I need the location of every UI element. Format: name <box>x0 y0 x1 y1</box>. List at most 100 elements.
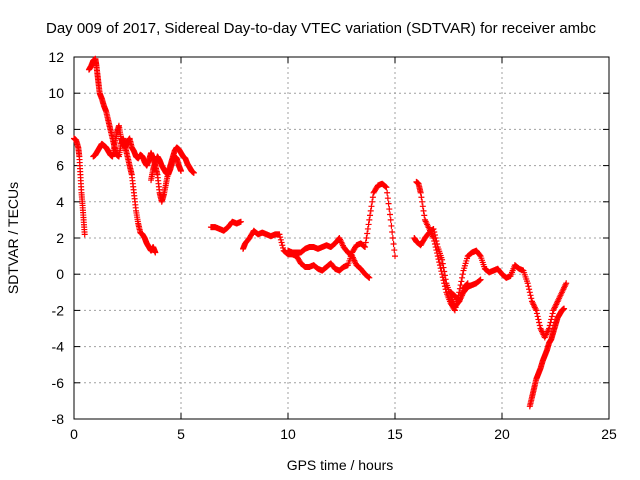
data-point <box>369 194 376 201</box>
data-point <box>442 276 449 283</box>
data-point <box>533 310 540 317</box>
data-point <box>524 280 531 287</box>
x-tick-label: 5 <box>177 426 185 442</box>
data-point <box>418 194 425 201</box>
y-tick-label: 4 <box>56 194 64 210</box>
y-tick-label: 2 <box>56 230 64 246</box>
data-point <box>369 198 376 205</box>
data-point <box>364 225 371 232</box>
x-tick-label: 10 <box>280 426 296 442</box>
data-point <box>382 183 389 190</box>
data-point <box>526 286 533 293</box>
data-point <box>419 203 426 210</box>
data-point <box>363 235 370 241</box>
y-tick-label: -6 <box>52 375 65 391</box>
y-tick-label: 6 <box>56 158 64 174</box>
axis-ticks <box>73 56 610 420</box>
data-point <box>367 212 374 219</box>
data-point <box>430 225 437 232</box>
data-point <box>384 189 391 196</box>
data-point <box>279 242 286 249</box>
data-point <box>367 207 374 214</box>
y-tick-label: -8 <box>52 411 65 427</box>
x-tick-label: 25 <box>601 426 617 442</box>
series-seg2 <box>85 55 159 256</box>
data-point <box>81 231 88 238</box>
data-point <box>383 184 390 191</box>
data-point <box>420 207 427 214</box>
y-tick-label: 12 <box>48 49 64 65</box>
data-point <box>384 195 391 202</box>
data-point <box>389 235 396 241</box>
data-point <box>561 305 568 312</box>
data-point <box>432 235 439 241</box>
y-tick-label: -2 <box>52 302 65 318</box>
data-point <box>457 282 464 289</box>
data-point <box>441 268 448 275</box>
data-point <box>534 313 541 320</box>
data-point <box>277 236 284 243</box>
x-tick-label: 20 <box>494 426 510 442</box>
series-seg5 <box>207 218 244 234</box>
data-point <box>178 168 184 175</box>
data-point <box>536 319 543 326</box>
data-point <box>387 216 394 223</box>
x-axis-label: GPS time / hours <box>287 457 394 473</box>
data-point <box>421 212 428 219</box>
data-points <box>71 55 570 410</box>
data-point <box>439 260 446 267</box>
data-point <box>385 200 392 207</box>
data-point <box>152 249 159 256</box>
data-point <box>440 264 447 271</box>
x-tick-label: 15 <box>387 426 403 442</box>
data-point <box>387 211 394 218</box>
data-point <box>362 239 369 246</box>
y-tick-label: 8 <box>56 121 64 137</box>
tick-labels: 0 5 10 15 20 25 -8 -6 -4 -2 0 2 4 6 8 10 12 <box>48 49 617 442</box>
series-seg1 <box>71 135 88 238</box>
series-seg10 <box>447 276 484 305</box>
data-point <box>458 278 465 285</box>
y-axis-label: SDTVAR / TECUs <box>5 182 21 294</box>
data-point <box>548 313 555 320</box>
data-point <box>431 228 438 235</box>
data-point <box>527 292 534 299</box>
data-point <box>548 316 555 323</box>
data-point <box>434 241 441 248</box>
data-point <box>391 247 398 254</box>
data-point <box>535 316 542 323</box>
data-point <box>365 274 372 281</box>
data-point <box>563 280 570 287</box>
data-point <box>392 253 398 260</box>
data-point <box>437 265 444 272</box>
data-point <box>547 319 554 326</box>
series-seg4 <box>148 153 184 184</box>
data-point <box>277 234 284 241</box>
data-point <box>536 322 543 329</box>
data-point <box>280 244 287 251</box>
chart-title: Day 009 of 2017, Sidereal Day-to-day VTE… <box>46 20 596 37</box>
y-tick-label: -4 <box>52 339 65 355</box>
data-point <box>362 244 369 251</box>
y-tick-label: 0 <box>56 266 64 282</box>
series-seg8 <box>413 178 570 341</box>
data-point <box>459 274 466 281</box>
series-seg3 <box>90 122 197 205</box>
series-seg11 <box>526 305 568 410</box>
data-point <box>431 231 438 238</box>
data-point <box>366 274 373 281</box>
data-point <box>525 283 532 290</box>
data-point <box>459 271 466 278</box>
data-point <box>278 239 285 246</box>
data-point <box>477 276 484 283</box>
data-point <box>386 206 393 213</box>
data-point <box>549 310 556 317</box>
data-point <box>368 203 375 210</box>
x-tick-label: 0 <box>70 426 78 442</box>
data-point <box>546 322 553 329</box>
series-seg7 <box>285 235 373 281</box>
y-tick-label: 10 <box>48 85 64 101</box>
data-point <box>439 256 446 263</box>
data-point <box>476 277 483 284</box>
